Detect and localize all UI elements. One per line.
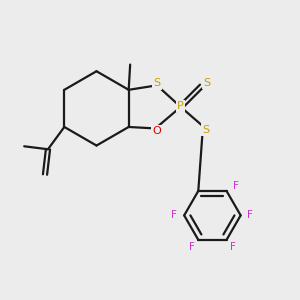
- Text: F: F: [247, 210, 253, 220]
- Text: F: F: [171, 210, 177, 220]
- Text: O: O: [152, 126, 161, 136]
- Text: S: S: [203, 78, 210, 88]
- Text: S: S: [202, 125, 209, 135]
- Text: S: S: [153, 78, 161, 88]
- Text: P: P: [177, 101, 184, 111]
- Text: F: F: [232, 182, 238, 191]
- Text: F: F: [230, 242, 236, 252]
- Text: F: F: [189, 242, 195, 252]
